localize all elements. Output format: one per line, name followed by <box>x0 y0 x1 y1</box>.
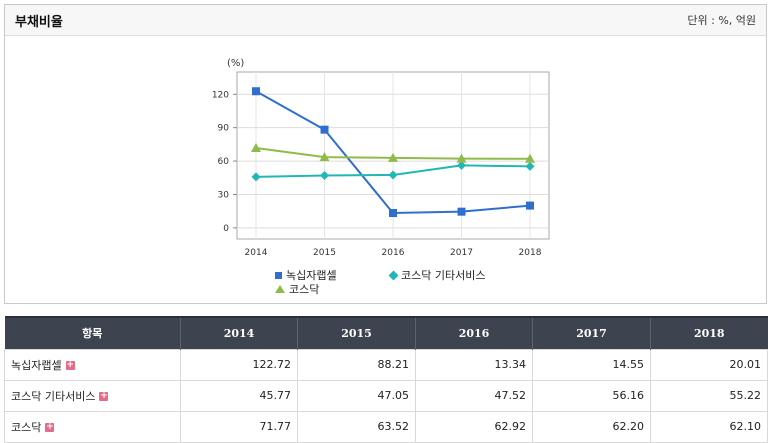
row-label-cell: 녹십자랩셀 + <box>4 348 181 381</box>
row-label-cell: 코스닥 + <box>4 410 181 443</box>
table-cell: 62.10 <box>650 410 768 443</box>
data-point <box>457 160 466 170</box>
data-point <box>457 207 466 216</box>
data-table-wrap: 항목 2014 2015 2016 2017 2018 녹십자랩셀 + 122.7… <box>4 316 768 443</box>
x-tick-label: 2014 <box>245 248 268 258</box>
diamond-marker-icon <box>388 270 399 280</box>
legend-label: 코스닥 <box>289 283 320 296</box>
y-tick-label: 30 <box>218 190 230 200</box>
table-row: 코스닥 기타서비스 + 45.77 47.05 47.52 56.16 55.22 <box>4 379 768 412</box>
panel-header: 부채비율 단위 : %, 억원 <box>5 5 766 36</box>
data-point <box>320 170 329 180</box>
y-tick-label: 60 <box>218 157 230 167</box>
header-year: 2014 <box>180 316 298 349</box>
table-cell: 55.22 <box>650 379 768 412</box>
data-point <box>319 152 330 162</box>
x-tick-label: 2016 <box>382 248 405 258</box>
x-tick-label: 2017 <box>450 248 473 258</box>
legend-item-series-2[interactable]: 코스닥 <box>275 281 319 297</box>
x-tick-label: 2018 <box>519 248 542 258</box>
data-point <box>251 172 261 182</box>
data-point <box>525 161 535 171</box>
row-label: 코스닥 기타서비스 <box>11 389 96 403</box>
row-label-cell: 코스닥 기타서비스 + <box>4 379 181 412</box>
table-cell: 88.21 <box>297 348 416 381</box>
table-cell: 71.77 <box>180 410 298 443</box>
expand-plus-icon[interactable]: + <box>45 422 55 432</box>
data-point <box>320 125 329 134</box>
table-cell: 47.05 <box>297 379 416 412</box>
triangle-marker-icon <box>275 285 285 293</box>
data-point <box>389 209 397 218</box>
legend-label: 코스닥 기타서비스 <box>401 269 486 282</box>
y-tick-label: 0 <box>223 224 229 234</box>
legend-label: 녹십자랩셀 <box>286 269 337 282</box>
data-table: 항목 2014 2015 2016 2017 2018 녹십자랩셀 + 122.7… <box>4 316 768 443</box>
legend-item-series-0[interactable]: 녹십자랩셀 <box>275 267 337 283</box>
data-point <box>388 170 398 180</box>
table-cell: 47.52 <box>415 379 533 412</box>
header-year: 2018 <box>650 316 768 349</box>
table-row: 코스닥 + 71.77 63.52 62.92 62.20 62.10 <box>4 410 768 443</box>
table-cell: 20.01 <box>650 348 768 381</box>
header-item: 항목 <box>4 316 181 349</box>
y-tick-label: 120 <box>212 90 229 100</box>
debt-ratio-panel: 부채비율 단위 : %, 억원 (%) 0 30 60 90 120 2014 2015 201… <box>4 4 767 304</box>
header-year: 2016 <box>415 316 533 349</box>
header-year: 2015 <box>297 316 416 349</box>
y-unit-label: (%) <box>227 58 244 69</box>
panel-title: 부채비율 <box>15 14 63 30</box>
data-point <box>251 142 261 152</box>
data-point <box>388 152 398 162</box>
table-cell: 122.72 <box>180 348 298 381</box>
expand-plus-icon[interactable]: + <box>99 391 109 401</box>
square-marker-icon <box>275 271 282 279</box>
y-tick-label: 90 <box>218 124 230 134</box>
expand-plus-icon[interactable]: + <box>65 360 75 370</box>
row-label: 코스닥 <box>11 420 42 434</box>
table-cell: 45.77 <box>180 379 298 412</box>
table-cell: 56.16 <box>532 379 651 412</box>
x-tick-label: 2015 <box>313 248 336 258</box>
data-point <box>252 87 260 96</box>
table-header-row: 항목 2014 2015 2016 2017 2018 <box>4 316 768 349</box>
header-year: 2017 <box>532 316 651 349</box>
legend-item-series-1[interactable]: 코스닥 기타서비스 <box>388 267 486 283</box>
data-point <box>456 153 467 163</box>
unit-label: 단위 : %, 억원 <box>687 14 756 27</box>
table-cell: 62.20 <box>532 410 651 443</box>
table-cell: 63.52 <box>297 410 416 443</box>
table-cell: 14.55 <box>532 348 651 381</box>
data-point <box>526 201 534 210</box>
line-chart: (%) 0 30 60 90 120 2014 2015 2016 2017 2018 <box>212 58 550 258</box>
row-label: 녹십자랩셀 <box>11 358 62 372</box>
table-row: 녹십자랩셀 + 122.72 88.21 13.34 14.55 20.01 <box>4 348 768 381</box>
table-cell: 62.92 <box>415 410 533 443</box>
data-point <box>525 153 535 163</box>
table-cell: 13.34 <box>415 348 533 381</box>
